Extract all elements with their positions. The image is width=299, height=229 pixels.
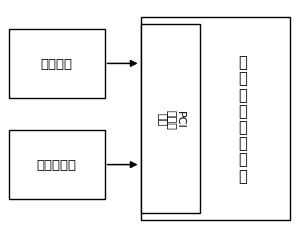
Bar [141,18,290,220]
Text: 角度传感器: 角度传感器 [37,158,77,171]
Text: 便
携
式
加
固
计
算
机: 便 携 式 加 固 计 算 机 [238,55,247,183]
Bar [9,131,105,199]
Text: 力传感器: 力传感器 [41,58,73,71]
Bar [9,30,105,98]
Text: PCI
数据采
集卡: PCI 数据采 集卡 [156,109,184,129]
Bar [141,25,200,213]
